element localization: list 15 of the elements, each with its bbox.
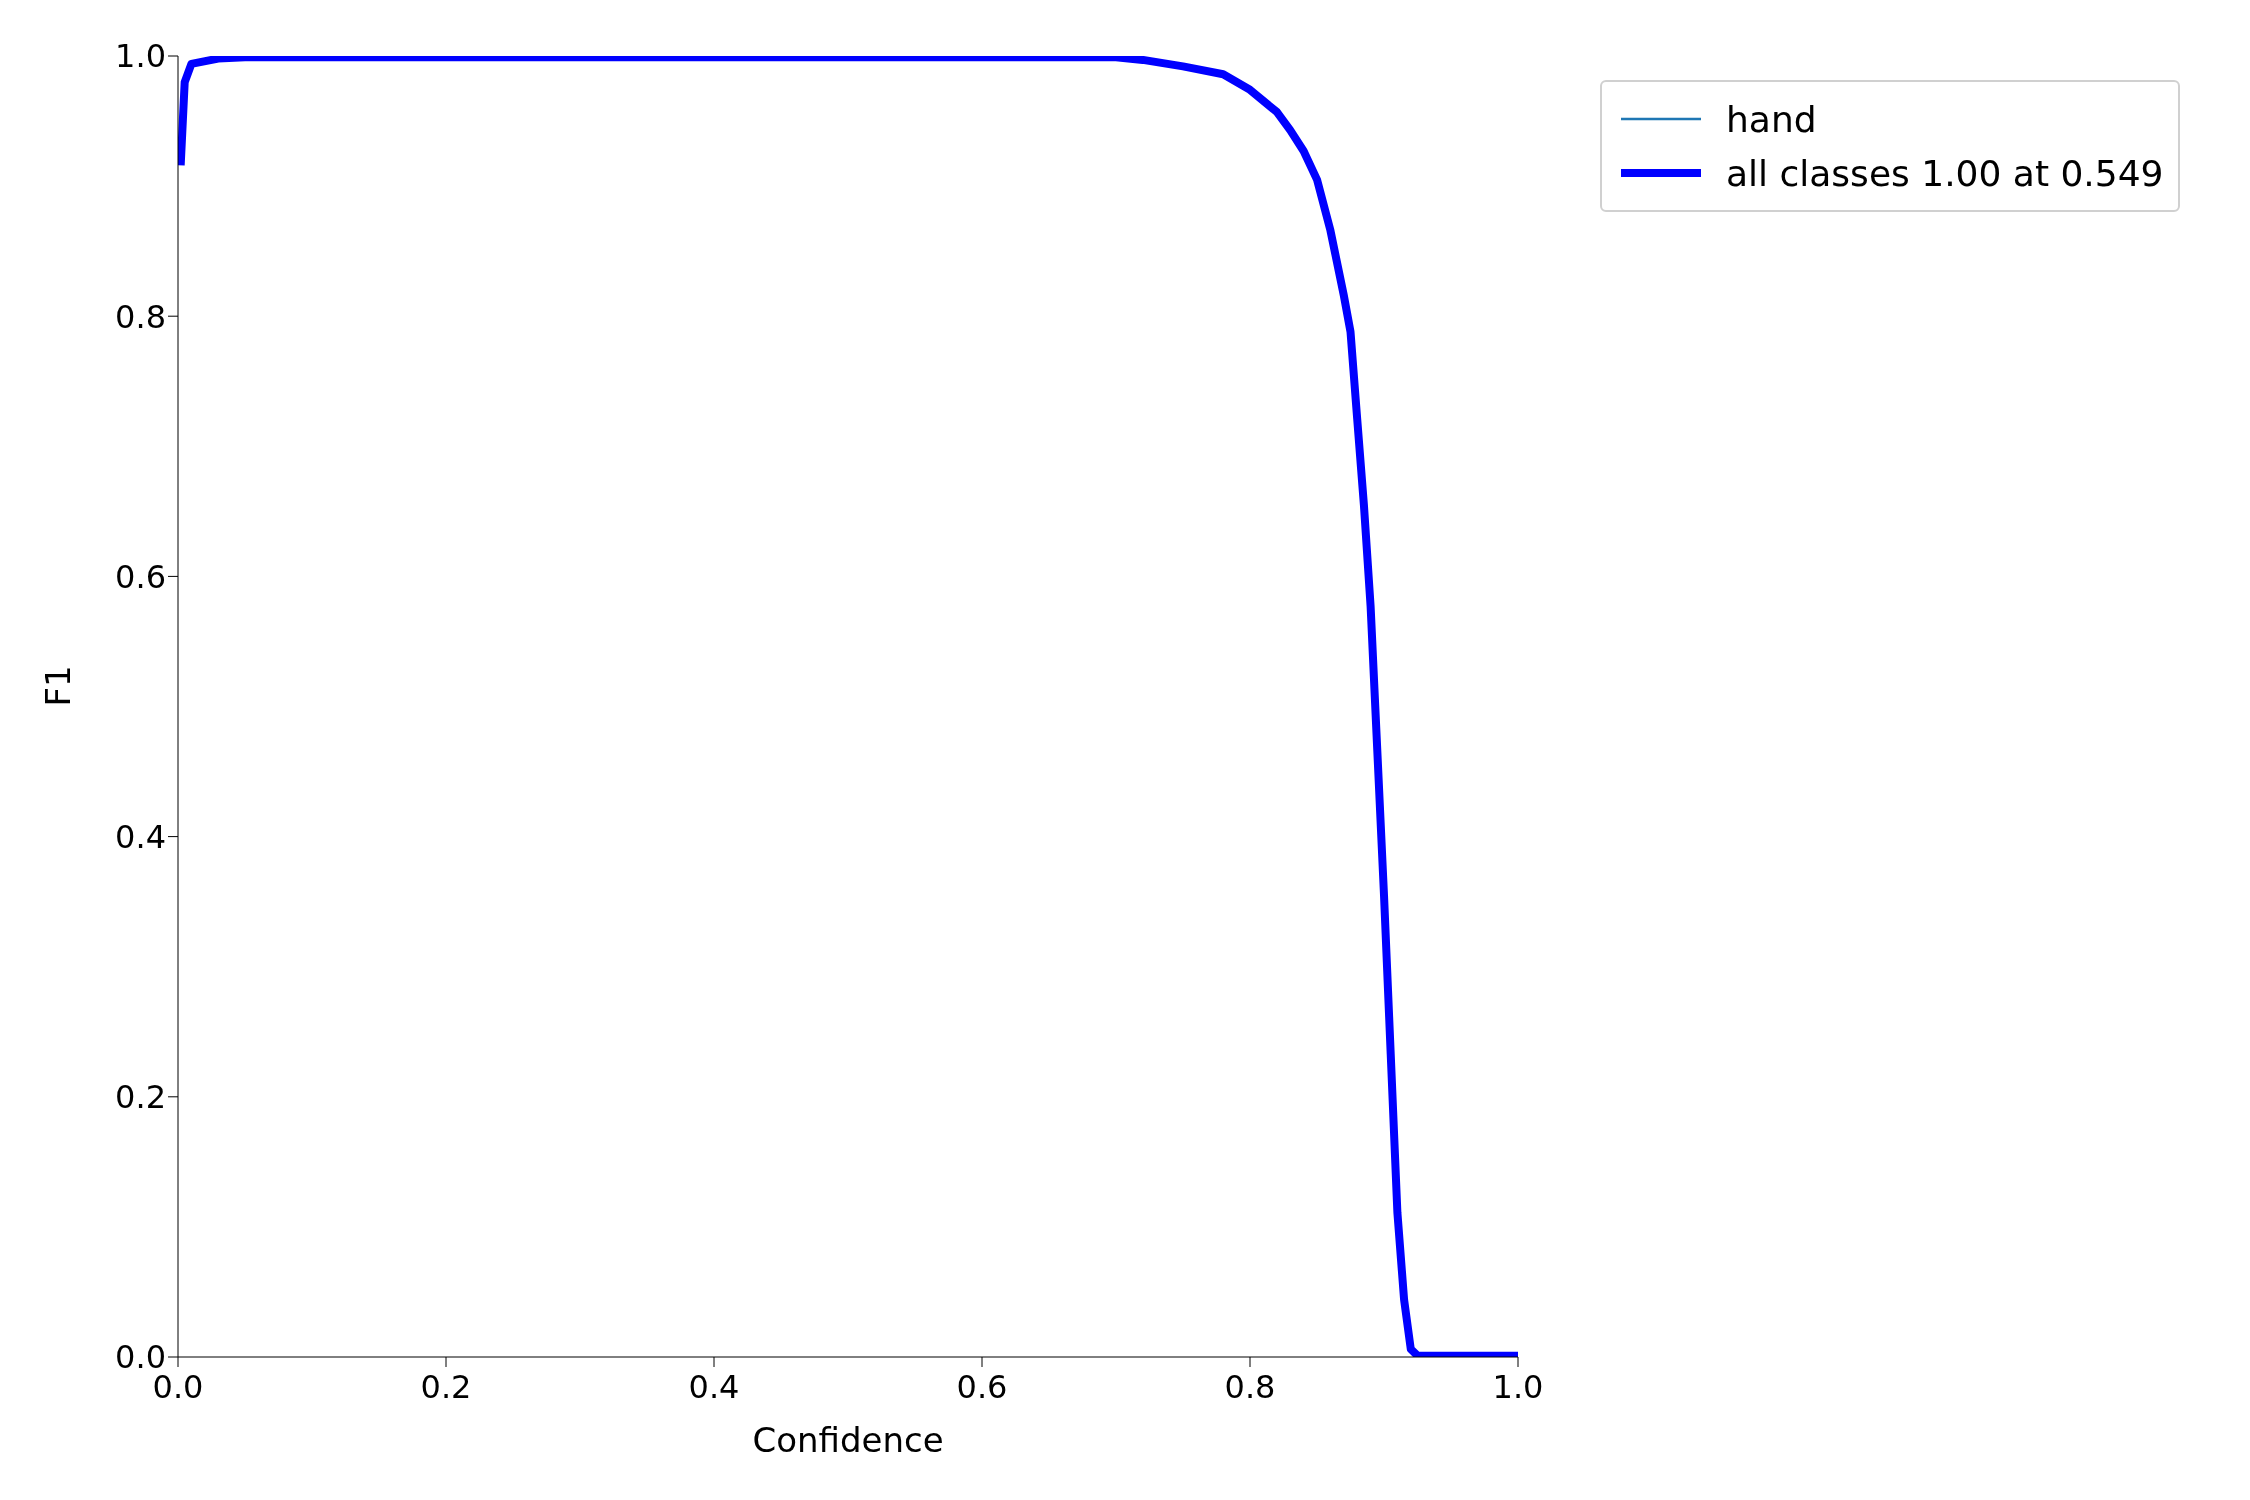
x-tick-label: 0.4 xyxy=(688,1367,740,1406)
y-tick-label: 0.2 xyxy=(115,1078,166,1117)
x-tick-label: 0.6 xyxy=(956,1367,1008,1406)
x-tick-label: 0.2 xyxy=(420,1367,472,1406)
legend-label: hand xyxy=(1726,98,1817,140)
x-tick-label: 1.0 xyxy=(1492,1367,1544,1406)
y-tick-label: 1.0 xyxy=(115,37,166,76)
legend-label: all classes 1.00 at 0.549 xyxy=(1726,152,2164,194)
x-tick-label: 0.8 xyxy=(1224,1367,1276,1406)
x-axis-title: Confidence xyxy=(752,1420,944,1460)
y-axis-title: F1 xyxy=(38,665,79,707)
x-tick-label: 0.0 xyxy=(152,1367,204,1406)
y-tick-label: 0.4 xyxy=(115,817,166,856)
y-tick-label: 0.6 xyxy=(115,557,166,596)
y-tick-label: 0.8 xyxy=(115,297,166,336)
